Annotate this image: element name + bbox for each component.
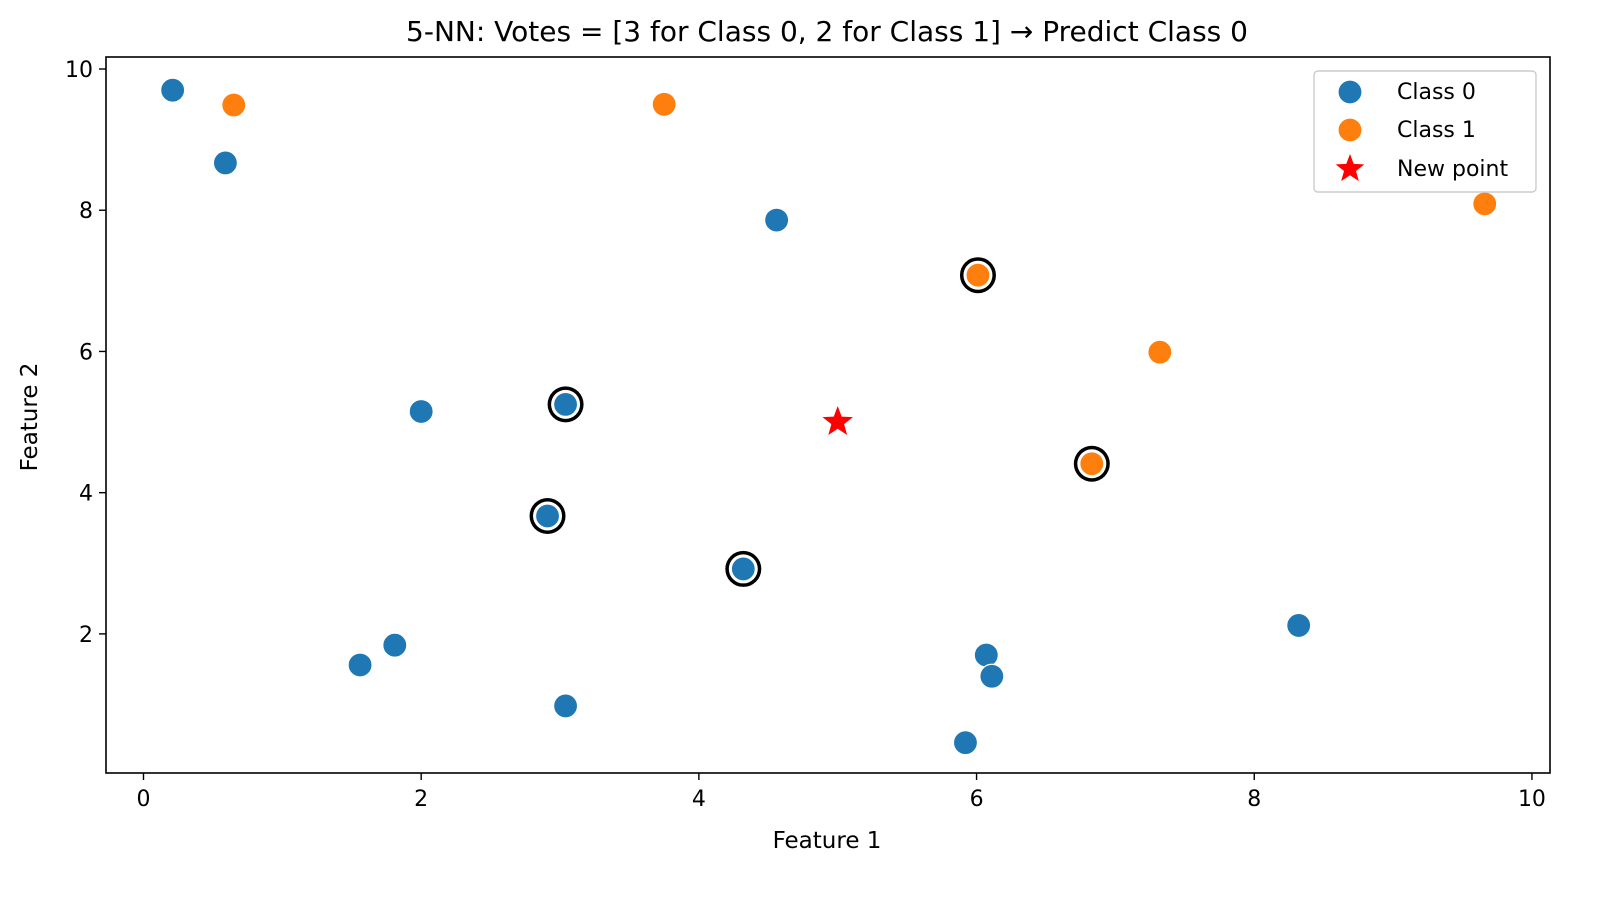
legend-label-class-0: Class 0 bbox=[1397, 80, 1476, 105]
new-point-star bbox=[822, 406, 853, 436]
class-1-point bbox=[221, 92, 247, 118]
legend-label-class-1: Class 1 bbox=[1397, 118, 1476, 143]
y-tick-label: 2 bbox=[79, 623, 93, 648]
y-tick-label: 10 bbox=[65, 58, 93, 83]
x-axis-label: Feature 1 bbox=[773, 828, 882, 854]
class-1-point bbox=[1472, 191, 1498, 217]
class-0-point bbox=[730, 556, 756, 582]
y-axis-ticks: 2 4 6 8 10 bbox=[65, 58, 106, 648]
x-tick-label: 0 bbox=[136, 787, 150, 812]
legend-marker-class-0 bbox=[1337, 79, 1363, 105]
data-points bbox=[160, 77, 1498, 756]
x-tick-label: 4 bbox=[692, 787, 706, 812]
x-tick-label: 6 bbox=[970, 787, 984, 812]
new-point-layer bbox=[822, 406, 853, 436]
legend-marker-class-1 bbox=[1337, 117, 1363, 143]
legend-label-new-point: New point bbox=[1397, 157, 1508, 182]
legend-box bbox=[1313, 70, 1537, 193]
y-axis-label: Feature 2 bbox=[17, 363, 43, 472]
y-tick-label: 4 bbox=[79, 482, 93, 507]
class-0-point bbox=[382, 632, 408, 658]
y-tick-label: 6 bbox=[79, 340, 93, 365]
x-axis-ticks: 0 2 4 6 8 10 bbox=[136, 773, 1546, 812]
y-tick-label: 8 bbox=[79, 199, 93, 224]
legend: Class 0 Class 1 New point bbox=[1313, 70, 1537, 193]
class-0-point bbox=[979, 663, 1005, 689]
class-0-point bbox=[973, 642, 999, 668]
class-0-point bbox=[347, 652, 373, 678]
class-0-point bbox=[408, 398, 434, 425]
legend-marker-new-point bbox=[1335, 154, 1365, 182]
plot-area bbox=[105, 56, 1551, 774]
class-0-point bbox=[160, 77, 186, 103]
class-0-point bbox=[552, 693, 579, 719]
x-tick-label: 10 bbox=[1518, 787, 1546, 812]
class-1-point bbox=[1147, 339, 1173, 365]
class-0-point bbox=[952, 730, 979, 756]
class-1-point bbox=[651, 91, 677, 117]
chart-title: 5-NN: Votes = [3 for Class 0, 2 for Clas… bbox=[406, 15, 1248, 48]
class-0-point bbox=[552, 391, 579, 418]
class-0-point bbox=[764, 207, 790, 233]
x-tick-label: 8 bbox=[1247, 787, 1261, 812]
x-tick-label: 2 bbox=[414, 787, 428, 812]
class-0-point bbox=[212, 150, 239, 176]
class-1-point bbox=[965, 262, 991, 288]
class-0-point bbox=[534, 503, 561, 529]
class-1-point bbox=[1079, 451, 1105, 477]
class-0-point bbox=[1286, 612, 1312, 639]
